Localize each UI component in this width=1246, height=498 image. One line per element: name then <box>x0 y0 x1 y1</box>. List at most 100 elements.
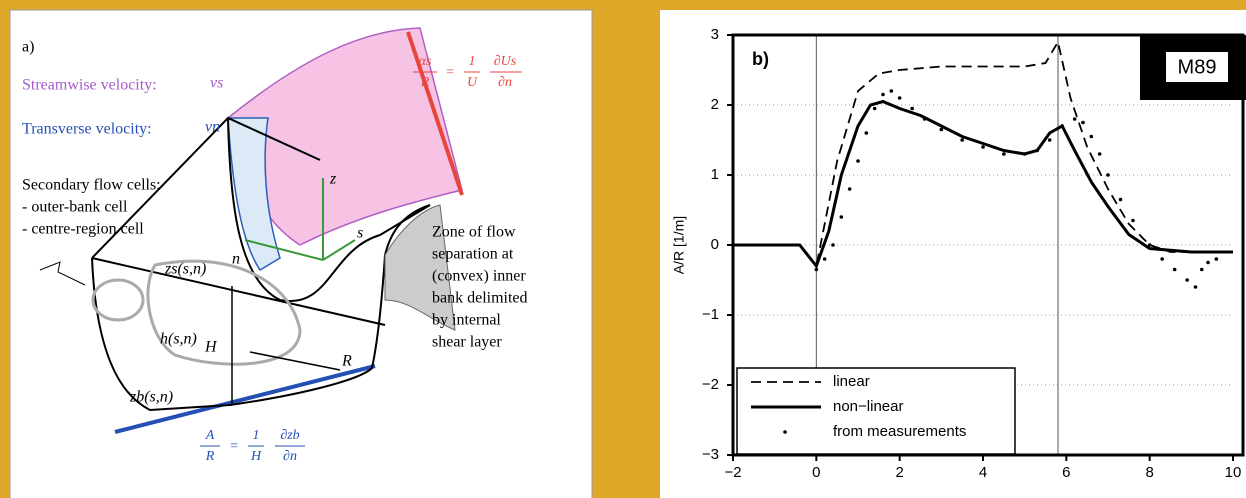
formula-part: ∂zb <box>280 428 299 443</box>
panel-label: a) <box>22 39 34 56</box>
data-point <box>872 106 877 111</box>
label: h(s,n) <box>160 331 197 348</box>
separation-zone <box>384 204 456 331</box>
data-point <box>1131 218 1135 223</box>
formula-part: αs <box>419 54 432 69</box>
data-point <box>910 106 914 111</box>
y-tick-label: −3 <box>702 446 719 463</box>
data-point <box>831 243 835 247</box>
label: zs(s,n) <box>164 261 206 278</box>
note: Secondary flow cells: <box>22 177 161 194</box>
streamwise-gradient-line <box>406 31 464 196</box>
data-point <box>839 215 844 219</box>
note: shear layer <box>432 334 502 351</box>
formula-part: 1 <box>469 54 476 69</box>
data-line <box>733 39 1217 269</box>
note: (convex) inner <box>432 268 526 285</box>
label: n <box>232 251 240 268</box>
label: z <box>329 171 337 188</box>
x-tick-label: 8 <box>1145 464 1153 481</box>
legend-label: non−linear <box>833 398 903 415</box>
diagram <box>39 27 464 434</box>
chart: b) A/R [1/m] −3 −2 −1 0 1 2 3 −2 0 2 4 6 8 10 M89 linea… <box>671 26 1246 481</box>
label: s <box>357 225 363 242</box>
note: - outer-bank cell <box>22 199 128 216</box>
data-point <box>1060 124 1064 128</box>
data-point <box>1002 152 1006 156</box>
legend-label: from measurements <box>833 423 966 440</box>
y-tick-label: 1 <box>711 166 719 183</box>
data-point <box>881 92 885 97</box>
note: by internal <box>432 312 501 329</box>
transverse-label: Transverse velocity: <box>22 121 152 138</box>
data-point <box>981 145 985 149</box>
symbol: vn <box>205 119 220 136</box>
note: bank delimited <box>432 290 528 307</box>
x-tick-label: 0 <box>812 464 820 481</box>
formula-part: A <box>205 428 215 443</box>
data-point <box>960 138 964 142</box>
data-point <box>1199 267 1204 272</box>
cross-section <box>91 204 431 412</box>
pointer <box>39 261 86 286</box>
data-point <box>847 187 852 191</box>
data-point <box>1160 257 1164 261</box>
centre-cell <box>146 259 302 366</box>
data-point <box>1172 267 1177 272</box>
data-point <box>856 159 860 163</box>
data-point <box>1047 138 1052 142</box>
note: Zone of flow <box>432 224 516 241</box>
x-tick-label: 10 <box>1225 464 1242 481</box>
data-point <box>1035 148 1039 153</box>
label: zb(s,n) <box>129 389 173 406</box>
formula-part: ∂n <box>498 75 512 90</box>
data-point <box>1072 117 1077 121</box>
data-point <box>1206 260 1210 265</box>
n-axis <box>244 239 324 261</box>
data-point <box>1193 285 1198 289</box>
plot-frame <box>731 33 1245 457</box>
x-tick-label: 4 <box>979 464 987 481</box>
x-tick-label: 6 <box>1062 464 1070 481</box>
formula-part: = <box>445 65 454 80</box>
data-point <box>814 267 819 272</box>
formula-part: 1 <box>253 428 260 443</box>
x-tick-label: 2 <box>895 464 903 481</box>
formula-part: U <box>467 75 478 90</box>
data-point <box>897 96 902 100</box>
label: H <box>204 339 218 356</box>
data-point <box>1097 152 1102 156</box>
y-tick-label: 2 <box>711 96 719 113</box>
data-point <box>1081 120 1085 125</box>
y-tick-label: −2 <box>702 376 719 393</box>
formula-part: H <box>250 449 262 464</box>
label: R <box>341 353 352 370</box>
data-point <box>1118 197 1123 202</box>
formula-bottom: A R = 1 H ∂zb ∂n <box>200 428 305 464</box>
data-point <box>1214 257 1219 261</box>
formula-part: = <box>229 439 238 454</box>
y-tick-label: 0 <box>711 236 719 253</box>
symbol: vs <box>210 75 223 92</box>
data-point <box>922 117 927 121</box>
legend-swatch <box>783 430 787 434</box>
data-line <box>733 99 1233 270</box>
data-point <box>939 127 944 132</box>
diagram-text: a) Streamwise velocity: vs Transverse ve… <box>22 39 528 465</box>
note: - centre-region cell <box>22 221 144 238</box>
badge-text: M89 <box>1178 56 1217 78</box>
data-point <box>1185 278 1189 282</box>
data-point <box>864 131 869 135</box>
data-point <box>1089 134 1094 139</box>
panel-label: b) <box>752 49 769 69</box>
badge-inner <box>1166 52 1228 82</box>
data-point <box>1106 173 1110 177</box>
y-axis-label: A/R [1/m] <box>671 216 687 274</box>
y-tick-label: −1 <box>702 306 719 323</box>
formula-top: αs R = 1 U ∂Us ∂n <box>413 54 522 90</box>
y-tick-label: 3 <box>711 26 719 43</box>
note: separation at <box>432 246 514 263</box>
x-tick-label: −2 <box>724 464 741 481</box>
data-point <box>1022 152 1027 156</box>
formula-part: ∂Us <box>494 54 517 69</box>
